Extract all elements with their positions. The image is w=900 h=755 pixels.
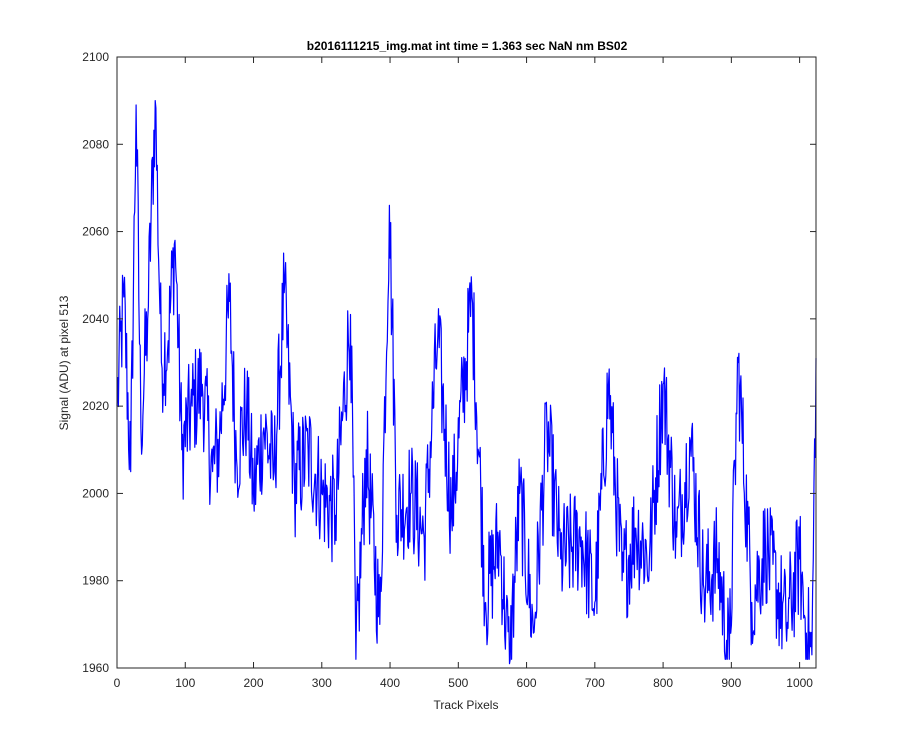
y-tick-label: 2040 [82,312,109,326]
y-tick-label: 2020 [82,399,109,413]
series-line [116,100,817,665]
x-tick-label: 600 [517,676,537,690]
x-tick-label: 800 [653,676,673,690]
chart-title: b2016111215_img.mat int time = 1.363 sec… [307,39,628,53]
x-axis-label: Track Pixels [434,698,499,712]
axes-box [116,56,817,669]
x-tick-label: 0 [114,676,121,690]
x-tick-label: 900 [721,676,741,690]
x-tick-label: 200 [244,676,264,690]
y-tick-label: 2080 [82,137,109,151]
y-axis-label: Signal (ADU) at pixel 513 [57,295,71,430]
x-tick-label: 300 [312,676,332,690]
y-tick-label: 2060 [82,225,109,239]
y-tick-label: 2100 [82,50,109,64]
plot-area: 0 100 200 300 400 500 600 700 800 900 1000 1960 1980… [82,50,817,690]
y-tick-label: 1980 [82,574,109,588]
y-tick-label: 2000 [82,486,109,500]
x-tick-label: 1000 [786,676,813,690]
y-tick-label: 1960 [82,661,109,675]
x-tick-label: 100 [175,676,195,690]
x-tick-label: 700 [585,676,605,690]
x-tick-label: 400 [380,676,400,690]
x-tick-label: 500 [448,676,468,690]
